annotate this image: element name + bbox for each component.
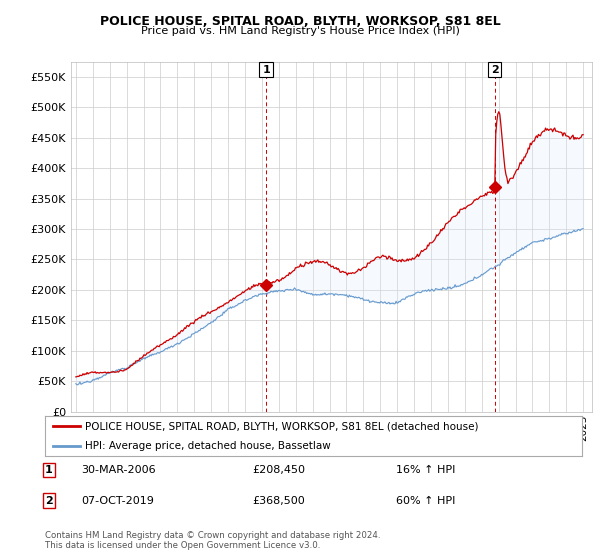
Text: 60% ↑ HPI: 60% ↑ HPI — [396, 496, 455, 506]
Text: 30-MAR-2006: 30-MAR-2006 — [81, 465, 155, 475]
Text: 1: 1 — [262, 64, 270, 74]
Text: 16% ↑ HPI: 16% ↑ HPI — [396, 465, 455, 475]
Text: £368,500: £368,500 — [252, 496, 305, 506]
Text: POLICE HOUSE, SPITAL ROAD, BLYTH, WORKSOP, S81 8EL: POLICE HOUSE, SPITAL ROAD, BLYTH, WORKSO… — [100, 15, 500, 27]
Text: 07-OCT-2019: 07-OCT-2019 — [81, 496, 154, 506]
Text: 1: 1 — [45, 465, 53, 475]
Text: Price paid vs. HM Land Registry's House Price Index (HPI): Price paid vs. HM Land Registry's House … — [140, 26, 460, 36]
Text: POLICE HOUSE, SPITAL ROAD, BLYTH, WORKSOP, S81 8EL (detached house): POLICE HOUSE, SPITAL ROAD, BLYTH, WORKSO… — [85, 421, 479, 431]
Text: 2: 2 — [491, 64, 499, 74]
Text: 2: 2 — [45, 496, 53, 506]
Text: HPI: Average price, detached house, Bassetlaw: HPI: Average price, detached house, Bass… — [85, 441, 331, 451]
Text: £208,450: £208,450 — [252, 465, 305, 475]
Text: Contains HM Land Registry data © Crown copyright and database right 2024.
This d: Contains HM Land Registry data © Crown c… — [45, 530, 380, 550]
